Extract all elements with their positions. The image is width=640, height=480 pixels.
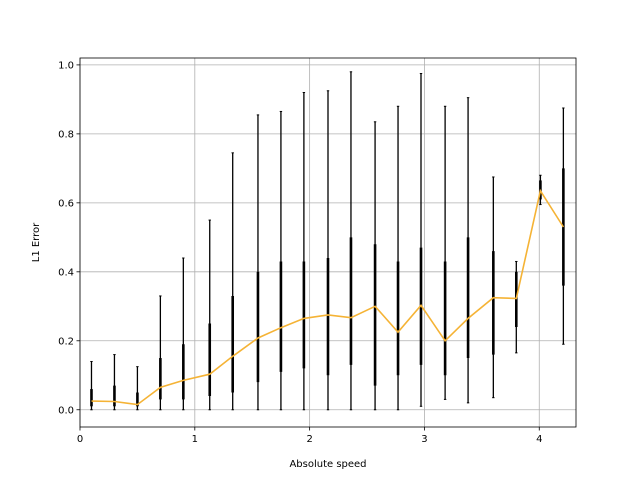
- error-bars: [90, 71, 565, 411]
- x-axis-ticks: 0 1 2 3 4: [77, 427, 542, 445]
- y-tick-label: 1.0: [58, 60, 74, 71]
- x-axis-label: Absolute speed: [289, 459, 366, 470]
- y-axis-ticks: 0.0 0.2 0.4 0.6 0.8 1.0: [58, 60, 80, 416]
- x-tick-label: 2: [306, 434, 312, 445]
- x-tick-label: 1: [192, 434, 198, 445]
- y-tick-label: 0.0: [58, 405, 74, 416]
- y-tick-label: 0.2: [58, 336, 74, 347]
- mean-line: [91, 188, 565, 406]
- x-tick-label: 4: [536, 434, 542, 445]
- y-tick-label: 0.4: [58, 267, 74, 278]
- x-tick-label: 0: [77, 434, 83, 445]
- y-tick-label: 0.8: [58, 129, 74, 140]
- y-tick-label: 0.6: [58, 198, 74, 209]
- plot-frame: [79, 57, 577, 428]
- y-axis-label: L1 Error: [31, 222, 42, 262]
- x-tick-label: 3: [421, 434, 427, 445]
